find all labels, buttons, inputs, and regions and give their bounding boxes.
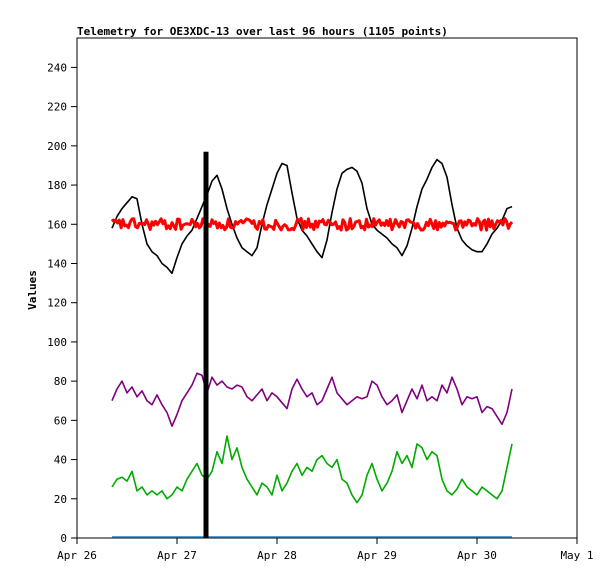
y-tick-label-120: 120 bbox=[47, 297, 67, 310]
series-layer bbox=[110, 158, 514, 538]
series-line-2 bbox=[111, 372, 513, 427]
x-axis: Apr 26 Apr 27 Apr 28 Apr 29 Apr 30 May 1 bbox=[57, 538, 594, 562]
y-tick-label-160: 160 bbox=[47, 218, 67, 231]
x-tick-label-4: Apr 30 bbox=[457, 549, 497, 562]
y-tick-label-80: 80 bbox=[54, 375, 67, 388]
x-tick-label-0: Apr 26 bbox=[57, 549, 97, 562]
plot-frame bbox=[76, 37, 578, 539]
y-tick-label-0: 0 bbox=[60, 532, 67, 545]
y-tick-label-20: 20 bbox=[54, 493, 67, 506]
x-tick-label-3: Apr 29 bbox=[357, 549, 397, 562]
y-tick-label-240: 240 bbox=[47, 61, 67, 74]
series-line-3 bbox=[111, 435, 513, 504]
y-tick-label-200: 200 bbox=[47, 140, 67, 153]
chart-title: Telemetry for OE3XDC-13 over last 96 hou… bbox=[77, 25, 448, 38]
y-axis: 0 20 40 60 80 100 120 140 160 180 200 220 240 bbox=[47, 61, 77, 545]
series-line-1 bbox=[110, 216, 514, 232]
series-line-0 bbox=[111, 158, 513, 275]
y-tick-label-180: 180 bbox=[47, 179, 67, 192]
x-tick-label-5: May 1 bbox=[560, 549, 593, 562]
vertical-marker bbox=[203, 151, 209, 538]
x-tick-label-2: Apr 28 bbox=[257, 549, 297, 562]
y-tick-label-60: 60 bbox=[54, 414, 67, 427]
marker-layer bbox=[203, 151, 209, 538]
y-tick-label-220: 220 bbox=[47, 101, 67, 114]
y-tick-label-40: 40 bbox=[54, 454, 67, 467]
y-axis-label: Values bbox=[26, 270, 39, 310]
y-tick-label-100: 100 bbox=[47, 336, 67, 349]
x-tick-label-1: Apr 27 bbox=[157, 549, 197, 562]
y-tick-label-140: 140 bbox=[47, 257, 67, 270]
